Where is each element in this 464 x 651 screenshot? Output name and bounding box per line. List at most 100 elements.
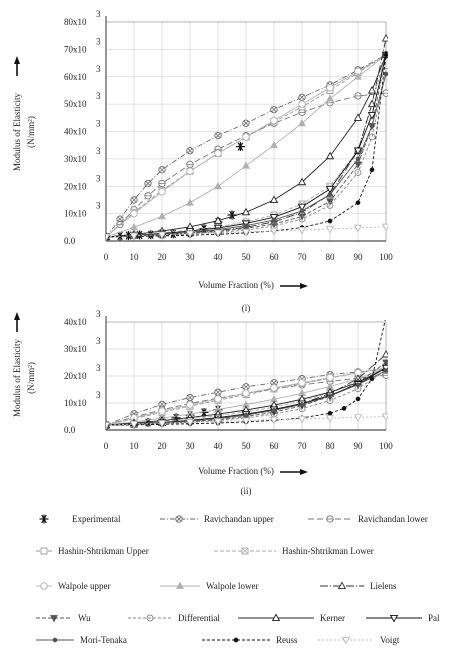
data-point [270, 140, 278, 149]
data-point [214, 395, 222, 403]
data-point [354, 72, 362, 80]
legend-label: Voigt [380, 635, 400, 645]
data-point [367, 85, 377, 94]
x-tick-label: 0 [104, 441, 109, 451]
y-tick-exponent: 3 [96, 336, 101, 346]
data-point [327, 218, 333, 224]
y-tick-label: 10x10 [64, 398, 87, 408]
legend-label: Reuss [276, 635, 298, 645]
data-point [186, 401, 194, 409]
legend-marker [241, 547, 249, 555]
y-axis-unit: (N/mm²) [26, 362, 36, 394]
data-point [185, 419, 195, 427]
data-point [116, 215, 124, 223]
y-tick-label: 0.0 [64, 236, 76, 246]
legend-marker [389, 614, 399, 623]
x-axis-title: Volume Fraction (%) [198, 280, 274, 290]
data-point [353, 147, 363, 156]
data-point [369, 376, 375, 382]
data-point [242, 383, 250, 391]
legend-marker [52, 637, 58, 643]
legend-marker [146, 614, 154, 622]
x-tick-label: 50 [242, 441, 252, 451]
data-point [299, 208, 305, 214]
y-axis-title: Modulus of Elasticity [12, 339, 22, 417]
data-point [186, 167, 194, 175]
y-tick-exponent: 3 [96, 201, 101, 211]
legend-item-pal: Pal [366, 613, 440, 623]
data-point [355, 396, 361, 402]
legend-marker [39, 514, 49, 524]
x-axis-arrowhead-icon [300, 283, 308, 289]
data-point [369, 123, 375, 129]
y-tick-label: 60x10 [64, 72, 87, 82]
legend-label: Pal [428, 613, 440, 623]
data-point [106, 233, 111, 242]
legend-item-hashin-shtrikman-upper: Hashin-Shtrikman Upper [36, 546, 149, 556]
data-point [326, 198, 334, 206]
data-point [158, 187, 166, 196]
y-axis-title: Modulus of Elasticity [12, 93, 22, 171]
data-point [186, 147, 194, 155]
data-point [271, 217, 277, 223]
legend-marker [326, 515, 334, 523]
data-point [269, 195, 279, 203]
y-axis-unit: (N/mm²) [26, 116, 36, 148]
x-tick-label: 70 [298, 252, 308, 262]
data-point [383, 52, 388, 58]
data-point [298, 93, 306, 101]
x-tick-label: 30 [186, 441, 196, 451]
data-point [383, 71, 388, 77]
data-point [354, 169, 362, 177]
data-point [157, 231, 167, 240]
data-point [241, 417, 251, 426]
data-point [213, 216, 223, 224]
data-point [353, 113, 363, 121]
data-point [185, 230, 195, 239]
legend-marker [40, 547, 48, 555]
data-point [242, 389, 250, 398]
data-point [158, 407, 166, 415]
series-voigt [106, 223, 388, 242]
legend-item-lielens: Lielens [320, 581, 397, 591]
data-point [384, 315, 388, 319]
data-point [297, 177, 307, 186]
legend-label: Hashin-Shtrikman Lower [282, 546, 374, 556]
x-tick-label: 60 [270, 252, 280, 262]
data-point [326, 94, 334, 102]
x-tick-label: 40 [214, 252, 224, 262]
data-point [381, 33, 388, 42]
legend-marker [341, 636, 351, 645]
data-point [130, 196, 138, 204]
data-point [270, 379, 278, 387]
x-tick-label: 10 [130, 252, 140, 262]
data-point [270, 384, 278, 392]
legend-item-mori-tenaka: Mori-Tenaka [36, 635, 127, 645]
data-point [186, 198, 194, 206]
x-tick-label: 40 [214, 441, 224, 451]
y-tick-exponent: 3 [96, 36, 101, 46]
data-point [327, 192, 333, 197]
x-tick-label: 90 [354, 252, 364, 262]
y-tick-label: 0.0 [64, 425, 76, 435]
data-point [299, 402, 305, 407]
data-point [243, 412, 249, 418]
data-point [353, 224, 363, 233]
data-point [355, 200, 361, 206]
legend-marker [233, 637, 239, 643]
series-line [106, 71, 387, 238]
legend-label: Mori-Tenaka [80, 635, 127, 645]
data-point [144, 179, 152, 188]
legend-label: Walpole lower [206, 581, 259, 591]
data-point [297, 203, 307, 212]
y-tick-exponent: 3 [96, 146, 101, 156]
data-point [157, 420, 167, 428]
data-point [325, 185, 335, 194]
y-tick-label: 20x10 [64, 371, 87, 381]
series-line [106, 54, 387, 238]
legend-item-ravichandan-lower: Ravichandan lower [308, 514, 428, 524]
data-point [325, 415, 335, 423]
y-tick-label: 40x10 [64, 127, 87, 137]
series-line [106, 38, 387, 238]
data-point [298, 100, 306, 108]
